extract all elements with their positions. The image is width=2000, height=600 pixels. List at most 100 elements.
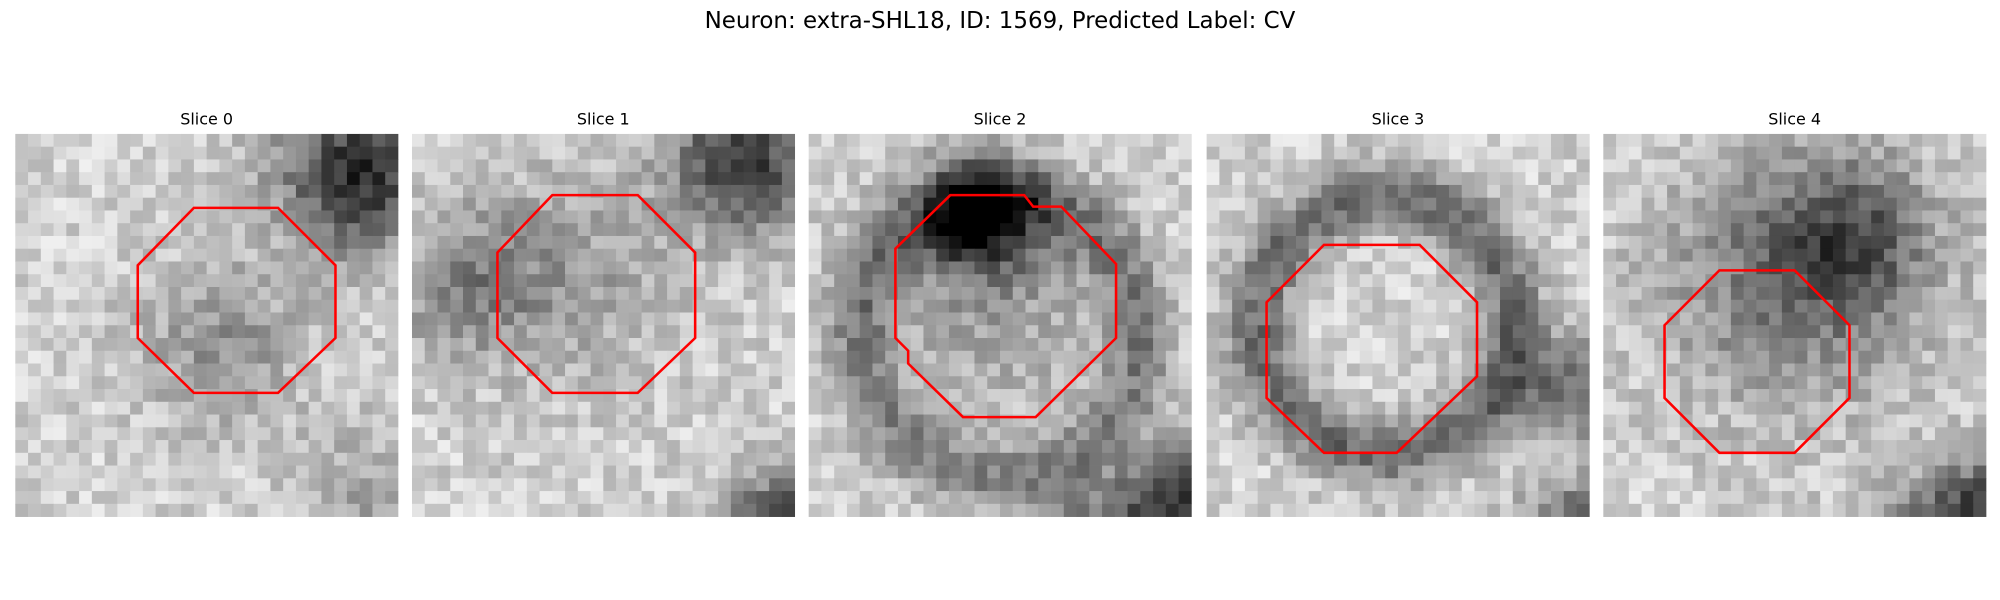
pixel	[1858, 261, 1872, 275]
pixel	[334, 440, 348, 454]
pixel	[705, 414, 719, 428]
pixel	[1114, 146, 1128, 160]
pixel	[679, 491, 693, 505]
pixel	[654, 274, 668, 288]
pixel	[539, 248, 553, 262]
pixel	[846, 312, 861, 326]
pixel	[897, 299, 912, 313]
pixel	[1448, 427, 1463, 441]
pixel	[1858, 299, 1872, 313]
pixel	[1063, 223, 1077, 237]
pixel	[15, 299, 29, 313]
pixel	[1718, 274, 1732, 288]
pixel	[590, 350, 604, 364]
pixel	[1922, 235, 1936, 250]
pixel	[1334, 338, 1348, 352]
pixel	[321, 299, 335, 313]
pixel	[104, 286, 118, 301]
pixel	[603, 401, 617, 415]
pixel	[1448, 414, 1463, 428]
pixel	[565, 414, 579, 428]
pixel	[1769, 248, 1783, 262]
pixel	[104, 465, 118, 479]
pixel	[295, 235, 310, 250]
pixel	[1973, 465, 1987, 479]
pixel	[1616, 286, 1630, 301]
pixel	[424, 401, 438, 415]
pixel	[1563, 210, 1577, 224]
pixel	[1922, 172, 1936, 186]
pixel	[1487, 235, 1501, 250]
pixel	[15, 261, 29, 275]
pixel	[411, 350, 426, 364]
pixel	[1140, 133, 1154, 148]
pixel	[28, 274, 42, 288]
pixel	[155, 389, 169, 403]
pixel	[372, 274, 386, 288]
pixel	[28, 478, 42, 492]
pixel	[1487, 274, 1501, 288]
pixel	[974, 363, 988, 377]
pixel	[1321, 440, 1335, 454]
pixel	[193, 363, 208, 377]
pixel	[616, 261, 630, 275]
pixel	[1538, 286, 1552, 301]
pixel	[1883, 363, 1898, 377]
pixel	[1756, 172, 1770, 186]
pixel	[15, 389, 29, 403]
pixel	[1397, 133, 1412, 148]
pixel	[193, 452, 208, 466]
pixel	[424, 133, 438, 148]
pixel	[961, 299, 975, 313]
pixel	[1165, 478, 1179, 492]
pixel	[1410, 274, 1424, 288]
pixel	[1628, 491, 1642, 505]
pixel	[565, 363, 579, 377]
pixel	[667, 414, 681, 428]
pixel	[1257, 223, 1271, 237]
pixel	[244, 465, 259, 479]
pixel	[974, 312, 988, 326]
pixel	[539, 491, 553, 505]
pixel	[1165, 363, 1179, 377]
pixel	[1512, 299, 1526, 313]
pixel	[181, 491, 195, 505]
pixel	[450, 197, 464, 211]
pixel	[1730, 491, 1745, 505]
pixel	[181, 286, 195, 301]
pixel	[181, 146, 195, 160]
pixel	[79, 478, 93, 492]
pixel	[475, 376, 489, 390]
pixel	[1359, 440, 1373, 454]
pixel	[334, 172, 348, 186]
pixel	[1102, 223, 1116, 237]
pixel	[1372, 184, 1386, 199]
pixel	[936, 159, 950, 173]
pixel	[257, 401, 271, 415]
pixel	[781, 478, 796, 492]
pixel	[53, 363, 67, 377]
pixel	[1781, 146, 1796, 160]
pixel	[424, 491, 438, 505]
pixel	[1436, 427, 1450, 441]
pixel	[1410, 363, 1424, 377]
pixel	[1563, 286, 1577, 301]
pixel	[616, 299, 630, 313]
pixel	[1153, 503, 1167, 517]
pixel	[257, 172, 271, 186]
pixel	[28, 172, 42, 186]
pixel	[679, 248, 693, 262]
pixel	[1794, 401, 1808, 415]
pixel	[1654, 401, 1668, 415]
pixel	[1423, 235, 1437, 250]
pixel	[1448, 172, 1463, 186]
pixel	[1769, 363, 1783, 377]
pixel	[193, 248, 208, 262]
pixel	[1705, 274, 1719, 288]
pixel	[1178, 197, 1192, 211]
pixel	[193, 210, 208, 224]
pixel	[1270, 299, 1284, 313]
pixel	[641, 235, 655, 250]
pixel	[1641, 274, 1655, 288]
pixel	[66, 133, 80, 148]
